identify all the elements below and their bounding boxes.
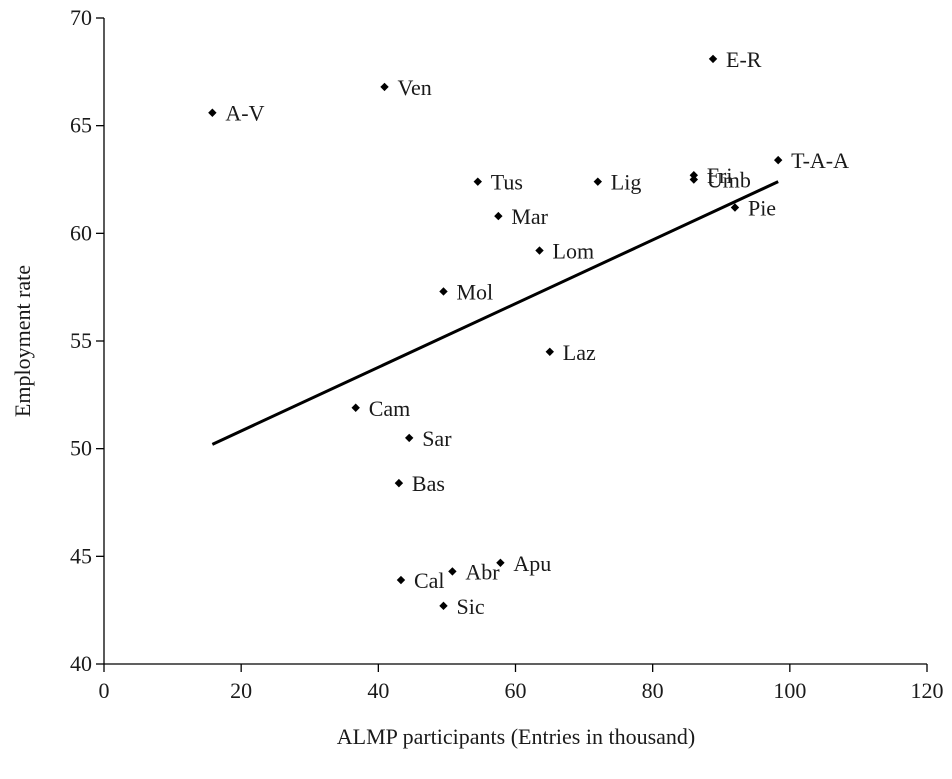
- data-point-label: Cam: [369, 396, 411, 421]
- data-point-label: Pie: [748, 195, 776, 220]
- trendline: [211, 180, 779, 446]
- data-point-marker: [773, 155, 783, 165]
- y-tick-label: 60: [70, 220, 92, 245]
- data-point-label: Lom: [553, 239, 595, 264]
- y-tick-label: 65: [70, 113, 92, 138]
- data-point-label: T-A-A: [791, 148, 849, 173]
- data-point-label: Sar: [422, 426, 452, 451]
- y-tick-label: 40: [70, 651, 92, 676]
- x-tick-label: 80: [642, 678, 664, 703]
- data-point-label: Bas: [412, 471, 445, 496]
- data-point-label: Apu: [513, 551, 551, 576]
- data-point-marker: [593, 177, 602, 186]
- y-tick-label: 50: [70, 436, 92, 461]
- data-point-label: Mar: [511, 204, 548, 229]
- x-tick-label: 20: [230, 678, 252, 703]
- x-tick-label: 120: [911, 678, 944, 703]
- y-axis-title: Employment rate: [10, 265, 35, 417]
- data-point-marker: [380, 82, 389, 92]
- data-point-marker: [689, 170, 699, 180]
- data-point-label: Laz: [563, 340, 596, 365]
- data-point-marker: [448, 567, 457, 576]
- data-point-marker: [689, 175, 699, 184]
- data-point-marker: [708, 54, 718, 64]
- data-point-marker: [404, 433, 414, 443]
- data-point-label: Umb: [707, 168, 751, 193]
- data-point-label: A-V: [225, 101, 264, 126]
- axes: 40 45 50 55 60 65 70 0 20 40 60 80 100 120: [70, 5, 944, 703]
- data-point-marker: [496, 558, 505, 567]
- y-tick-label: 70: [70, 5, 92, 30]
- data-point-marker: [473, 177, 482, 186]
- data-point-marker: [439, 287, 448, 296]
- data-point-marker: [545, 347, 554, 356]
- data-point-label: Mol: [456, 279, 493, 304]
- data-point-marker: [730, 203, 740, 212]
- y-tick-label: 55: [70, 328, 92, 353]
- data-point-label: Cal: [414, 568, 445, 593]
- x-tick-label: 60: [505, 678, 527, 703]
- data-point-marker: [439, 601, 448, 611]
- data-point-marker: [351, 403, 360, 412]
- data-point-label: Tus: [491, 170, 523, 195]
- data-point-marker: [494, 211, 503, 221]
- x-axis-title: ALMP participants (Entries in thousand): [337, 724, 695, 749]
- data-point-label: Sic: [456, 594, 484, 619]
- data-point-marker: [535, 246, 544, 255]
- x-tick-label: 40: [367, 678, 389, 703]
- data-point-marker: [396, 575, 406, 585]
- x-tick-label: 0: [99, 678, 110, 703]
- data-point-marker: [394, 478, 404, 488]
- data-point-marker: [208, 108, 217, 117]
- x-tick-label: 100: [773, 678, 806, 703]
- data-point-label: Fri: [707, 163, 733, 188]
- data-point-label: E-R: [726, 47, 762, 72]
- trendline-layer: [211, 180, 779, 446]
- data-point-label: Ven: [398, 75, 432, 100]
- data-point-label: Abr: [465, 559, 500, 584]
- data-point-label: Lig: [611, 170, 642, 195]
- y-tick-label: 45: [70, 543, 92, 568]
